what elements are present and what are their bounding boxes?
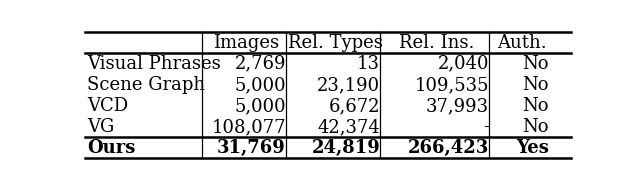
Text: VG: VG: [88, 118, 115, 136]
Text: Rel. Types: Rel. Types: [288, 34, 383, 52]
Text: 6,672: 6,672: [328, 97, 380, 115]
Text: Yes: Yes: [516, 139, 548, 157]
Text: 5,000: 5,000: [234, 97, 286, 115]
Text: Visual Phrases: Visual Phrases: [88, 55, 221, 73]
Text: Images: Images: [213, 34, 279, 52]
Text: Ours: Ours: [88, 139, 136, 157]
Text: No: No: [522, 55, 548, 73]
Text: No: No: [522, 97, 548, 115]
Text: 109,535: 109,535: [415, 76, 489, 94]
Text: 37,993: 37,993: [426, 97, 489, 115]
Text: Auth.: Auth.: [497, 34, 547, 52]
Text: Rel. Ins.: Rel. Ins.: [399, 34, 475, 52]
Text: No: No: [522, 118, 548, 136]
Text: No: No: [522, 76, 548, 94]
Text: -: -: [483, 118, 489, 136]
Text: 23,190: 23,190: [317, 76, 380, 94]
Text: 266,423: 266,423: [408, 139, 489, 157]
Text: 5,000: 5,000: [234, 76, 286, 94]
Text: 31,769: 31,769: [217, 139, 286, 157]
Text: VCD: VCD: [88, 97, 129, 115]
Text: 108,077: 108,077: [211, 118, 286, 136]
Text: 24,819: 24,819: [311, 139, 380, 157]
Text: 2,769: 2,769: [234, 55, 286, 73]
Text: Scene Graph: Scene Graph: [88, 76, 205, 94]
Text: 2,040: 2,040: [438, 55, 489, 73]
Text: 42,374: 42,374: [317, 118, 380, 136]
Text: 13: 13: [357, 55, 380, 73]
